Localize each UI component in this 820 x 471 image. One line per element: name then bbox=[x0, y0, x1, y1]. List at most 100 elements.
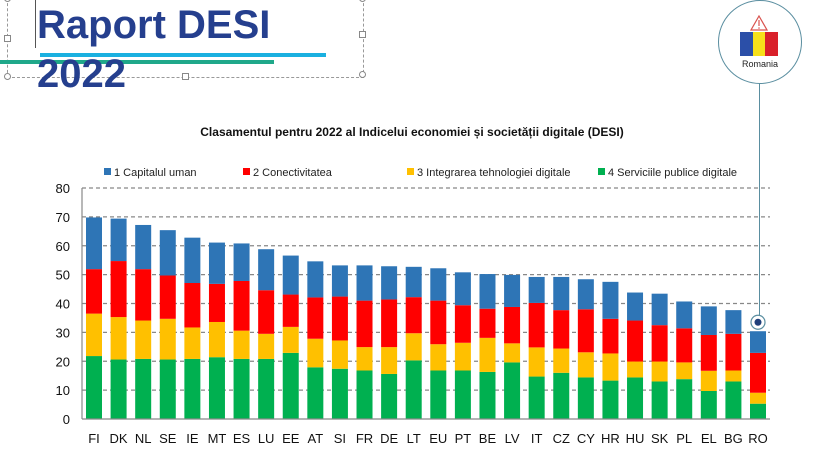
bar-segment-dk-s3 bbox=[110, 261, 127, 318]
bar-segment-es-s3 bbox=[233, 280, 250, 331]
bar-segment-at-s3 bbox=[307, 297, 324, 339]
bar-segment-ro-s3 bbox=[750, 352, 766, 393]
badge-label: Romania bbox=[741, 59, 779, 69]
bar-segment-at-s1 bbox=[307, 367, 324, 419]
bar-segment-fi-s4 bbox=[86, 217, 102, 270]
x-tick-label: IT bbox=[531, 431, 543, 446]
bar-segment-nl-s3 bbox=[135, 269, 152, 321]
legend-swatch bbox=[243, 168, 250, 175]
x-tick-label: MT bbox=[208, 431, 227, 446]
bar-segment-sk-s3 bbox=[651, 325, 668, 362]
y-tick-label: 80 bbox=[56, 181, 70, 196]
bar-segment-de-s3 bbox=[381, 299, 398, 348]
x-tick-label: HR bbox=[601, 431, 620, 446]
bar-segment-lu-s3 bbox=[258, 290, 275, 334]
x-tick-label: IE bbox=[186, 431, 199, 446]
resize-handle[interactable] bbox=[359, 31, 366, 38]
x-tick-label: EE bbox=[282, 431, 300, 446]
bar-segment-pl-s2 bbox=[676, 362, 693, 380]
y-tick-label: 20 bbox=[56, 354, 70, 369]
x-tick-label: HU bbox=[626, 431, 645, 446]
bar-segment-fi-s2 bbox=[86, 313, 102, 357]
bar-segment-it-s2 bbox=[528, 347, 545, 377]
bar-segment-it-s3 bbox=[528, 302, 545, 348]
bar-segment-pt-s3 bbox=[454, 305, 471, 343]
bar-segment-bg-s4 bbox=[725, 310, 742, 334]
bar-segment-dk-s2 bbox=[110, 317, 127, 360]
bar-segment-el-s2 bbox=[700, 370, 717, 391]
romania-flag-icon bbox=[740, 32, 779, 56]
bar-segment-hr-s3 bbox=[602, 318, 619, 354]
bar-segment-de-s4 bbox=[381, 266, 398, 300]
slide-title[interactable]: Raport DESI bbox=[37, 3, 271, 47]
bar-segment-ie-s3 bbox=[184, 282, 201, 328]
bar-segment-es-s1 bbox=[233, 358, 250, 419]
bar-segment-ie-s4 bbox=[184, 237, 201, 283]
bar-segment-nl-s1 bbox=[135, 358, 152, 419]
bar-segment-lv-s4 bbox=[504, 274, 521, 307]
bar-segment-ie-s2 bbox=[184, 327, 201, 359]
bar-segment-mt-s2 bbox=[208, 321, 225, 358]
bar-segment-fr-s3 bbox=[356, 300, 373, 348]
bar-segment-se-s2 bbox=[159, 318, 176, 360]
legend-label: 1 Capitalul uman bbox=[114, 167, 197, 179]
y-tick-label: 50 bbox=[56, 268, 70, 283]
x-tick-label: EL bbox=[701, 431, 717, 446]
title-selection-box[interactable] bbox=[4, 0, 366, 80]
bar-segment-el-s1 bbox=[700, 390, 717, 419]
bar-segment-dk-s1 bbox=[110, 359, 127, 419]
x-tick-label: FI bbox=[88, 431, 100, 446]
bar-segment-lv-s1 bbox=[504, 362, 521, 419]
resize-handle[interactable] bbox=[4, 35, 11, 42]
bar-segment-lu-s1 bbox=[258, 358, 275, 419]
bar-segment-fr-s2 bbox=[356, 347, 373, 371]
y-tick-label: 60 bbox=[56, 239, 70, 254]
resize-handle[interactable] bbox=[359, 71, 366, 78]
x-tick-label: PL bbox=[676, 431, 692, 446]
slide-title-year[interactable]: 2022 bbox=[37, 52, 126, 96]
legend-swatch bbox=[407, 168, 414, 175]
legend-label: 2 Conectivitatea bbox=[253, 167, 333, 179]
bar-segment-es-s2 bbox=[233, 330, 250, 359]
bar-segment-se-s4 bbox=[159, 230, 176, 276]
bar-segment-mt-s4 bbox=[208, 242, 225, 284]
x-tick-label: BE bbox=[479, 431, 497, 446]
callout-line bbox=[759, 83, 760, 315]
bar-segment-lt-s3 bbox=[405, 297, 422, 334]
bar-segment-ie-s1 bbox=[184, 358, 201, 419]
bar-segment-it-s4 bbox=[528, 276, 545, 303]
warning-triangle-icon bbox=[750, 15, 768, 31]
bar-segment-hu-s1 bbox=[627, 377, 644, 419]
bar-segment-nl-s4 bbox=[135, 224, 152, 270]
bar-segment-eu-s1 bbox=[430, 370, 447, 419]
y-tick-label: 40 bbox=[56, 297, 70, 312]
bar-segment-hr-s4 bbox=[602, 281, 619, 319]
bar-segment-fi-s3 bbox=[86, 269, 102, 314]
x-tick-label: SK bbox=[651, 431, 669, 446]
x-tick-label: CY bbox=[577, 431, 595, 446]
legend-swatch bbox=[104, 168, 111, 175]
bar-segment-hu-s4 bbox=[627, 292, 644, 321]
bar-segment-ro-s4 bbox=[750, 331, 766, 353]
bar-segment-cz-s1 bbox=[553, 372, 570, 419]
bar-segment-cy-s1 bbox=[577, 377, 594, 419]
bar-segment-ee-s2 bbox=[282, 326, 299, 353]
bar-segment-el-s3 bbox=[700, 334, 717, 371]
bar-segment-cy-s2 bbox=[577, 352, 594, 378]
bar-segment-bg-s1 bbox=[725, 381, 742, 419]
bar-segment-lu-s2 bbox=[258, 333, 275, 359]
bar-segment-ro-s1 bbox=[750, 403, 766, 419]
decorative-line-cyan bbox=[40, 53, 326, 57]
bar-segment-ee-s3 bbox=[282, 294, 299, 327]
bar-segment-mt-s3 bbox=[208, 283, 225, 322]
bar-segment-eu-s4 bbox=[430, 268, 447, 301]
bar-segment-fi-s1 bbox=[86, 356, 102, 419]
bar-segment-pl-s1 bbox=[676, 379, 693, 419]
resize-handle[interactable] bbox=[182, 73, 189, 80]
bar-segment-cz-s4 bbox=[553, 276, 570, 311]
bar-segment-hr-s1 bbox=[602, 380, 619, 419]
bar-segment-el-s4 bbox=[700, 306, 717, 335]
resize-handle[interactable] bbox=[4, 73, 11, 80]
bar-segment-lu-s4 bbox=[258, 249, 275, 291]
x-tick-label: LU bbox=[258, 431, 275, 446]
